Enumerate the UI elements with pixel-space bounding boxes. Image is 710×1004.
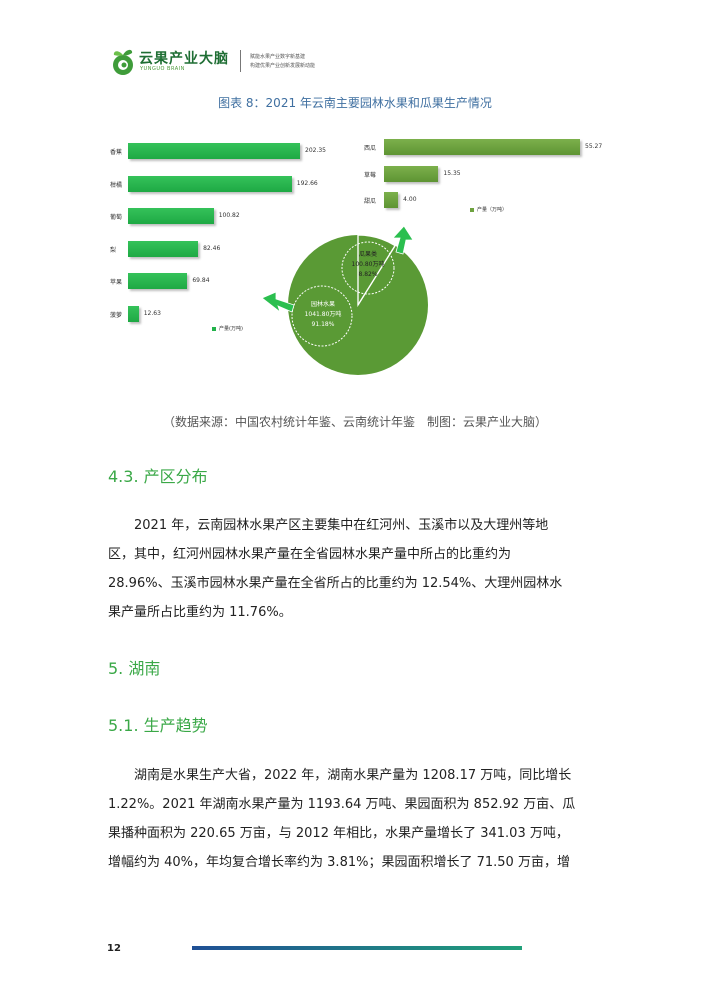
section-4-3-title: 4.3. 产区分布 [108,467,208,486]
bar-梨 [128,240,199,257]
bar-value-label: 12.63 [143,309,161,317]
bar-category-label: 草莓 [364,171,377,179]
arrow-to-fruit-chart [261,291,295,314]
pie-chart [261,225,428,375]
bar-category-label: 梨 [110,246,117,254]
bar-菠萝 [128,305,139,322]
bar-西瓜 [384,139,580,155]
bar-category-label: 香蕉 [110,149,123,156]
bar-category-label: 柑橘 [110,181,123,189]
bar-category-label: 苹果 [110,279,123,286]
bar-葡萄 [128,208,214,224]
bar-香蕉 [128,143,300,159]
figure-title: 图表 8：2021 年云南主要园林水果和瓜果生产情况 [218,96,492,110]
bar-甜瓜 [384,192,399,208]
header-divider [240,50,241,72]
bar-柑橘 [128,175,292,192]
bar-value-label: 55.27 [585,143,603,150]
bar-苹果 [128,273,188,289]
tagline-1: 赋能水果产业数字新基建 [250,54,306,60]
legend-label: 产量（万吨） [477,207,508,213]
bar-category-label: 甜瓜 [364,198,377,205]
pie-label-melon-name: 瓜果类 [358,251,377,258]
paragraph-line: 2021 年，云南园林水果产区主要集中在红河州、玉溪市以及大理州等地 [108,518,549,533]
bar-value-label: 192.66 [296,179,318,187]
bar-value-label: 4.00 [403,196,417,203]
bar-value-label: 69.84 [192,277,210,284]
section-4-3-paragraph: 2021 年，云南园林水果产区主要集中在红河州、玉溪市以及大理州等地 区，其中，… [108,511,602,627]
logo-icon [113,49,133,75]
bar-category-label: 菠萝 [110,311,123,319]
section-5-1-paragraph: 湖南是水果生产大省，2022 年，湖南水果产量为 1208.17 万吨，同比增长… [108,761,602,877]
paragraph-line: 果产量所占比重约为 11.76%。 [108,605,292,620]
footer-gradient-bar [192,946,522,950]
brand-name-en: YUNGUO BRAIN [140,66,185,72]
pie-label-fruit-name: 园林水果 [310,301,335,308]
bar-value-label: 82.46 [203,244,221,252]
paragraph-line: 28.96%、玉溪市园林水果产量在全省所占的比重约为 12.54%、大理州园林水 [108,576,563,591]
paragraph-line: 区，其中，红河州园林水果产量在全省园林水果产量中所占的比重约为 [108,547,512,562]
bar-草莓 [384,165,439,182]
paragraph-line: 果播种面积为 220.65 万亩，与 2012 年相比，水果产量增长了 341.… [108,826,569,841]
section-5-1-title: 5.1. 生产趋势 [108,716,208,735]
bar-value-label: 100.82 [218,212,240,219]
figure-source: （数据来源：中国农村统计年鉴、云南统计年鉴 制图：云果产业大脑） [162,415,547,429]
pie-label-fruit-percent: 91.18% [311,321,335,328]
pie-label-fruit-value: 1041.80万吨 [304,311,342,318]
pie-label-melon-value: 100.80万吨 [351,261,385,268]
paragraph-line: 增幅约为 40%，年均复合增长率约为 3.81%；果园面积增长了 71.50 万… [108,855,570,870]
pie-label-melon-percent: 8.82% [358,271,378,278]
paragraph-line: 湖南是水果生产大省，2022 年，湖南水果产量为 1208.17 万吨，同比增长 [108,768,572,783]
bar-category-label: 西瓜 [364,145,377,152]
tagline-2: 构建优果产业创新发展新动能 [250,63,316,69]
legend-swatch [470,208,474,212]
pie-label-fruit: 园林水果 1041.80万吨 91.18% [292,300,354,330]
legend-swatch [212,327,216,331]
page-number: 12 [107,943,121,954]
pie-label-melon: 瓜果类 100.80万吨 8.82% [338,250,398,280]
brand-name: 云果产业大脑 [139,51,229,67]
bar-value-label: 202.35 [305,147,326,154]
legend-label: 产量(万吨) [219,326,243,332]
bar-value-label: 15.35 [443,169,461,177]
bar-category-label: 葡萄 [110,214,123,221]
section-5-title: 5. 湖南 [108,659,161,678]
paragraph-line: 1.22%。2021 年湖南水果产量为 1193.64 万吨、果园面积为 852… [108,797,576,812]
